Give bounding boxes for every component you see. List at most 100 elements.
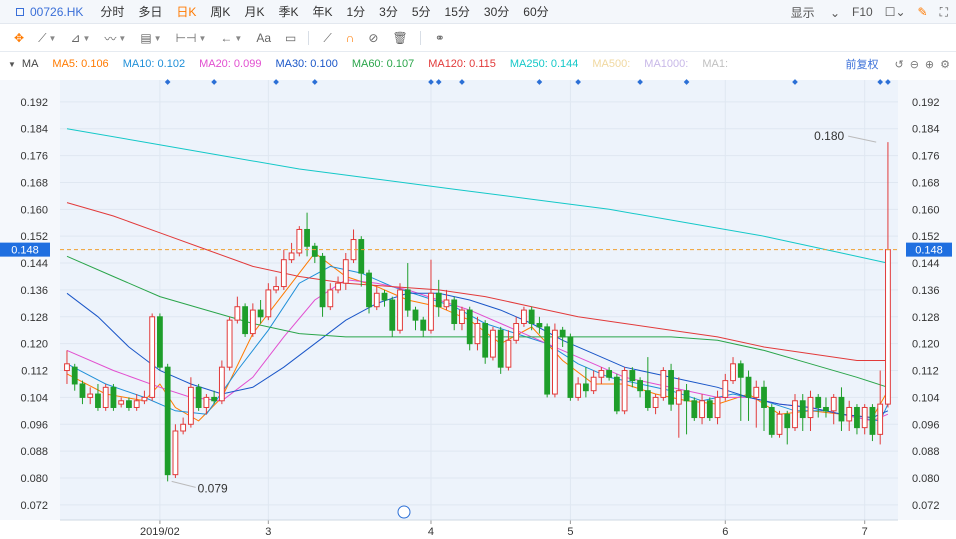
candle-body[interactable] — [590, 376, 597, 392]
candle-body[interactable] — [474, 323, 481, 345]
link-icon[interactable]: ⚭ — [434, 31, 445, 45]
candle-body[interactable] — [528, 309, 535, 325]
candle-body[interactable] — [319, 255, 326, 308]
candle-body[interactable] — [823, 406, 829, 412]
event-marker[interactable] — [792, 79, 798, 85]
tf-9[interactable]: 5分 — [411, 5, 431, 19]
tf-8[interactable]: 3分 — [379, 5, 398, 19]
wave-tool-icon[interactable]: 〰 ▼ — [104, 31, 127, 46]
candle-body[interactable] — [668, 370, 674, 405]
candle-body[interactable] — [807, 396, 814, 419]
arrow-tool-icon[interactable]: ← ▼ — [220, 31, 243, 45]
candle-body[interactable] — [242, 306, 249, 335]
ma-legend-item-8[interactable]: MA1000: — [644, 58, 689, 70]
candle-body[interactable] — [172, 430, 179, 476]
candle-body[interactable] — [459, 309, 465, 325]
event-marker[interactable] — [536, 79, 543, 85]
candle-body[interactable] — [466, 309, 473, 345]
event-marker[interactable] — [885, 79, 891, 85]
event-marker[interactable] — [637, 79, 643, 85]
crosshair-icon[interactable]: ✥ — [14, 31, 25, 45]
ma-legend-item-5[interactable]: MA120: 0.115 — [428, 58, 496, 70]
candle-body[interactable] — [497, 329, 504, 368]
ma-legend-item-7[interactable]: MA500: — [592, 58, 631, 70]
candle-body[interactable] — [311, 245, 318, 257]
candle-body[interactable] — [211, 396, 218, 402]
range-tool-icon[interactable]: ⊢⊣ ▼ — [175, 31, 207, 45]
event-marker[interactable] — [877, 79, 884, 85]
candle-body[interactable] — [505, 339, 512, 368]
candle-body[interactable] — [714, 396, 721, 419]
pencil-icon[interactable]: ✎ — [917, 5, 928, 19]
candle-body[interactable] — [644, 390, 651, 408]
candle-body[interactable] — [358, 239, 365, 274]
ma-legend-item-9[interactable]: MA1: — [702, 58, 729, 70]
text-tool[interactable]: Aa — [256, 31, 272, 45]
candle-body[interactable] — [706, 400, 713, 419]
candle-body[interactable] — [428, 292, 434, 331]
candle-body[interactable] — [265, 289, 272, 318]
candle-body[interactable] — [830, 396, 837, 412]
candle-body[interactable] — [118, 400, 125, 405]
tf-12[interactable]: 60分 — [523, 5, 549, 19]
candle-body[interactable] — [551, 329, 558, 395]
candle-body[interactable] — [451, 299, 458, 325]
candle-body[interactable] — [404, 289, 411, 311]
f10-button[interactable]: F10 — [852, 5, 873, 19]
candle-body[interactable] — [280, 259, 287, 288]
candle-body[interactable] — [598, 370, 605, 378]
ray-tool-icon[interactable]: ⊿ ▼ — [70, 31, 91, 45]
candle-body[interactable] — [482, 323, 489, 358]
trash-icon[interactable]: 🗑 — [392, 31, 408, 45]
candle-body[interactable] — [629, 370, 636, 382]
candle-body[interactable] — [559, 329, 566, 338]
event-circle-icon[interactable] — [397, 505, 411, 519]
candle-body[interactable] — [304, 228, 310, 247]
tf-3[interactable]: 周K — [210, 5, 231, 19]
tf-10[interactable]: 15分 — [444, 5, 470, 19]
candle-body[interactable] — [582, 383, 589, 392]
candlestick-chart[interactable]: 0.192 0.192 0.184 0.184 0.176 0.176 0.168 0.168… — [0, 76, 956, 539]
candle-body[interactable] — [366, 272, 372, 308]
tf-0[interactable]: 分时 — [100, 5, 125, 19]
candle-body[interactable] — [257, 309, 264, 318]
candle-body[interactable] — [64, 363, 70, 372]
candle-body[interactable] — [567, 336, 574, 398]
candle-body[interactable] — [490, 329, 496, 358]
ma-legend-item-6[interactable]: MA250: 0.144 — [509, 58, 579, 70]
tf-5[interactable]: 季K — [278, 5, 299, 19]
adjust-selector[interactable]: 前复权 — [845, 59, 879, 71]
candle-body[interactable] — [675, 390, 682, 405]
settings-icon[interactable]: ⚙ — [940, 58, 950, 71]
candle-body[interactable] — [126, 400, 132, 408]
ma-legend-item-2[interactable]: MA20: 0.099 — [199, 58, 262, 70]
candle-body[interactable] — [102, 386, 109, 408]
candle-body[interactable] — [335, 282, 341, 291]
candle-body[interactable] — [149, 316, 156, 398]
candle-body[interactable] — [652, 396, 659, 408]
checkbox-icon[interactable]: ☐⌄ — [884, 5, 906, 19]
candle-body[interactable] — [521, 309, 527, 325]
candle-body[interactable] — [71, 366, 78, 385]
candle-body[interactable] — [141, 396, 148, 402]
candle-body[interactable] — [443, 299, 450, 308]
candle-body[interactable] — [203, 396, 210, 408]
plus-circle-icon[interactable]: ⊕ — [924, 58, 935, 71]
candle-body[interactable] — [885, 249, 891, 405]
undo-icon[interactable]: ↺ — [894, 58, 904, 71]
tf-6[interactable]: 年K — [312, 5, 333, 19]
candle-body[interactable] — [381, 292, 388, 301]
ma-legend-item-0[interactable]: MA5: 0.106 — [52, 58, 109, 70]
candle-body[interactable] — [784, 413, 791, 429]
candle-body[interactable] — [513, 323, 520, 341]
candle-body[interactable] — [133, 400, 140, 408]
candle-body[interactable] — [164, 366, 171, 476]
candle-body[interactable] — [79, 383, 86, 398]
candle-body[interactable] — [846, 406, 853, 422]
candle-body[interactable] — [327, 289, 334, 308]
event-marker[interactable] — [575, 79, 581, 85]
tf-7[interactable]: 1分 — [346, 5, 366, 19]
candle-body[interactable] — [745, 376, 752, 398]
eraser-icon[interactable]: ⟋ — [323, 30, 332, 45]
candle-body[interactable] — [234, 306, 241, 321]
